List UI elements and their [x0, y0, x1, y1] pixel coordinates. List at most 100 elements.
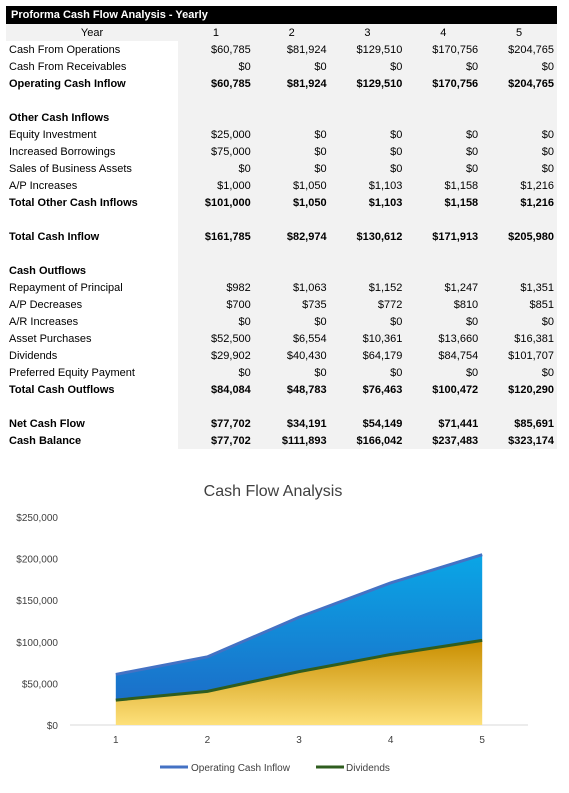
row-label: Cash Outflows — [9, 264, 87, 277]
row-value-cell: $0 — [253, 58, 330, 75]
table-row: Total Cash Outflows $84,084 $48,783 $76,463… — [6, 381, 557, 398]
row-value-cell: $810 — [405, 296, 482, 313]
row-value-cell — [405, 211, 482, 228]
x-tick-label: 1 — [113, 735, 119, 746]
row-value-cell — [405, 245, 482, 262]
year-header-cell: 4 — [405, 24, 482, 41]
row-value-cell — [253, 245, 330, 262]
row-value-cell — [405, 262, 482, 279]
row-value-cell: $0 — [253, 143, 330, 160]
row-value-cell — [329, 262, 406, 279]
row-value-cell: $64,179 — [329, 347, 406, 364]
year-header-cell: 1 — [178, 24, 254, 41]
row-value-cell: $13,660 — [405, 330, 482, 347]
row-value-cell — [178, 398, 254, 415]
row-value-cell: $1,103 — [329, 177, 406, 194]
row-value-cell: $76,463 — [329, 381, 406, 398]
row-value-cell — [253, 398, 330, 415]
row-value-cell: $84,084 — [178, 381, 254, 398]
sheet-title: Proforma Cash Flow Analysis - Yearly — [6, 6, 557, 24]
row-value-cell: $1,158 — [405, 194, 482, 211]
y-tick-label: $100,000 — [16, 638, 58, 649]
x-tick-label: 2 — [205, 735, 211, 746]
row-value-cell: $0 — [481, 126, 557, 143]
row-value-cell — [253, 109, 330, 126]
row-label: Total Other Cash Inflows — [9, 196, 138, 209]
row-value-cell: $700 — [178, 296, 254, 313]
row-value-cell: $84,754 — [405, 347, 482, 364]
row-label: Increased Borrowings — [9, 145, 116, 158]
row-value-cell: $81,924 — [253, 41, 330, 58]
legend-label-operating: Operating Cash Inflow — [191, 763, 291, 774]
table-row: Total Cash Inflow $161,785 $82,974 $130,612… — [6, 228, 557, 245]
row-label: Operating Cash Inflow — [9, 77, 126, 90]
row-value-cell: $0 — [481, 160, 557, 177]
row-value-cell — [329, 211, 406, 228]
chart-title: Cash Flow Analysis — [204, 483, 343, 500]
row-value-cell: $0 — [253, 126, 330, 143]
table-row: Other Cash Inflows — [6, 109, 557, 126]
row-value-cell: $29,902 — [178, 347, 254, 364]
year-header-cell: 2 — [253, 24, 330, 41]
row-value-cell: $0 — [405, 160, 482, 177]
row-value-cell: $0 — [329, 364, 406, 381]
x-tick-label: 5 — [479, 735, 485, 746]
dividends-area — [115, 640, 483, 725]
y-tick-label: $0 — [47, 721, 59, 732]
chart-canvas: Cash Flow Analysis $0 $50,000 $100,000 $150,… — [16, 483, 528, 774]
row-label: Total Cash Inflow — [9, 230, 100, 243]
row-value-cell — [329, 398, 406, 415]
cash-flow-sheet: Proforma Cash Flow Analysis - Yearly Yea… — [6, 6, 557, 449]
row-value-cell: $6,554 — [253, 330, 330, 347]
row-value-cell: $40,430 — [253, 347, 330, 364]
row-value-cell — [178, 92, 254, 109]
blank-row — [6, 245, 557, 262]
row-value-cell: $1,351 — [481, 279, 557, 296]
row-value-cell: $0 — [481, 58, 557, 75]
row-label: A/R Increases — [9, 315, 79, 328]
row-value-cell: $0 — [405, 58, 482, 75]
row-label: Total Cash Outflows — [9, 383, 115, 396]
row-label: A/P Increases — [9, 179, 78, 192]
row-label: Cash Balance — [9, 434, 82, 447]
row-value-cell: $52,500 — [178, 330, 254, 347]
row-value-cell: $170,756 — [405, 75, 482, 92]
table-row: A/P Decreases $700 $735 $772 $810 $851 — [6, 296, 557, 313]
table-row: Operating Cash Inflow $60,785 $81,924 $129,… — [6, 75, 557, 92]
row-value-cell — [481, 109, 557, 126]
table-row: Repayment of Principal $982 $1,063 $1,152 $1… — [6, 279, 557, 296]
cash-flow-table: Year 1 2 3 4 5 Cash From Operations $60,785 $81,… — [6, 24, 557, 449]
table-row: A/P Increases $1,000 $1,050 $1,103 $1,158 $1,… — [6, 177, 557, 194]
row-value-cell: $85,691 — [481, 415, 557, 432]
row-value-cell: $1,000 — [178, 177, 254, 194]
row-value-cell — [329, 109, 406, 126]
table-row: Cash From Operations $60,785 $81,924 $129,5… — [6, 41, 557, 58]
row-value-cell: $10,361 — [329, 330, 406, 347]
row-value-cell: $237,483 — [405, 432, 482, 449]
row-value-cell — [329, 92, 406, 109]
y-tick-label: $200,000 — [16, 555, 58, 566]
operating-cash-inflow-area — [115, 554, 483, 701]
row-value-cell: $1,103 — [329, 194, 406, 211]
row-label: Sales of Business Assets — [9, 162, 132, 175]
row-value-cell: $81,924 — [253, 75, 330, 92]
row-value-cell: $77,702 — [178, 415, 254, 432]
row-value-cell: $0 — [178, 313, 254, 330]
row-value-cell — [481, 262, 557, 279]
legend-label-dividends: Dividends — [346, 763, 390, 774]
row-value-cell: $171,913 — [405, 228, 482, 245]
row-value-cell: $1,216 — [481, 194, 557, 211]
blank-row — [6, 92, 557, 109]
row-value-cell — [178, 109, 254, 126]
x-tick-label: 3 — [296, 735, 302, 746]
row-value-cell: $204,765 — [481, 75, 557, 92]
row-value-cell: $60,785 — [178, 75, 254, 92]
row-value-cell: $166,042 — [329, 432, 406, 449]
table-row: Dividends $29,902 $40,430 $64,179 $84,754 $10… — [6, 347, 557, 364]
row-label: Other Cash Inflows — [9, 111, 110, 124]
row-value-cell: $1,063 — [253, 279, 330, 296]
row-label: Cash From Operations — [9, 43, 121, 56]
row-value-cell — [405, 398, 482, 415]
x-tick-label: 4 — [388, 735, 394, 746]
row-label — [6, 398, 178, 415]
